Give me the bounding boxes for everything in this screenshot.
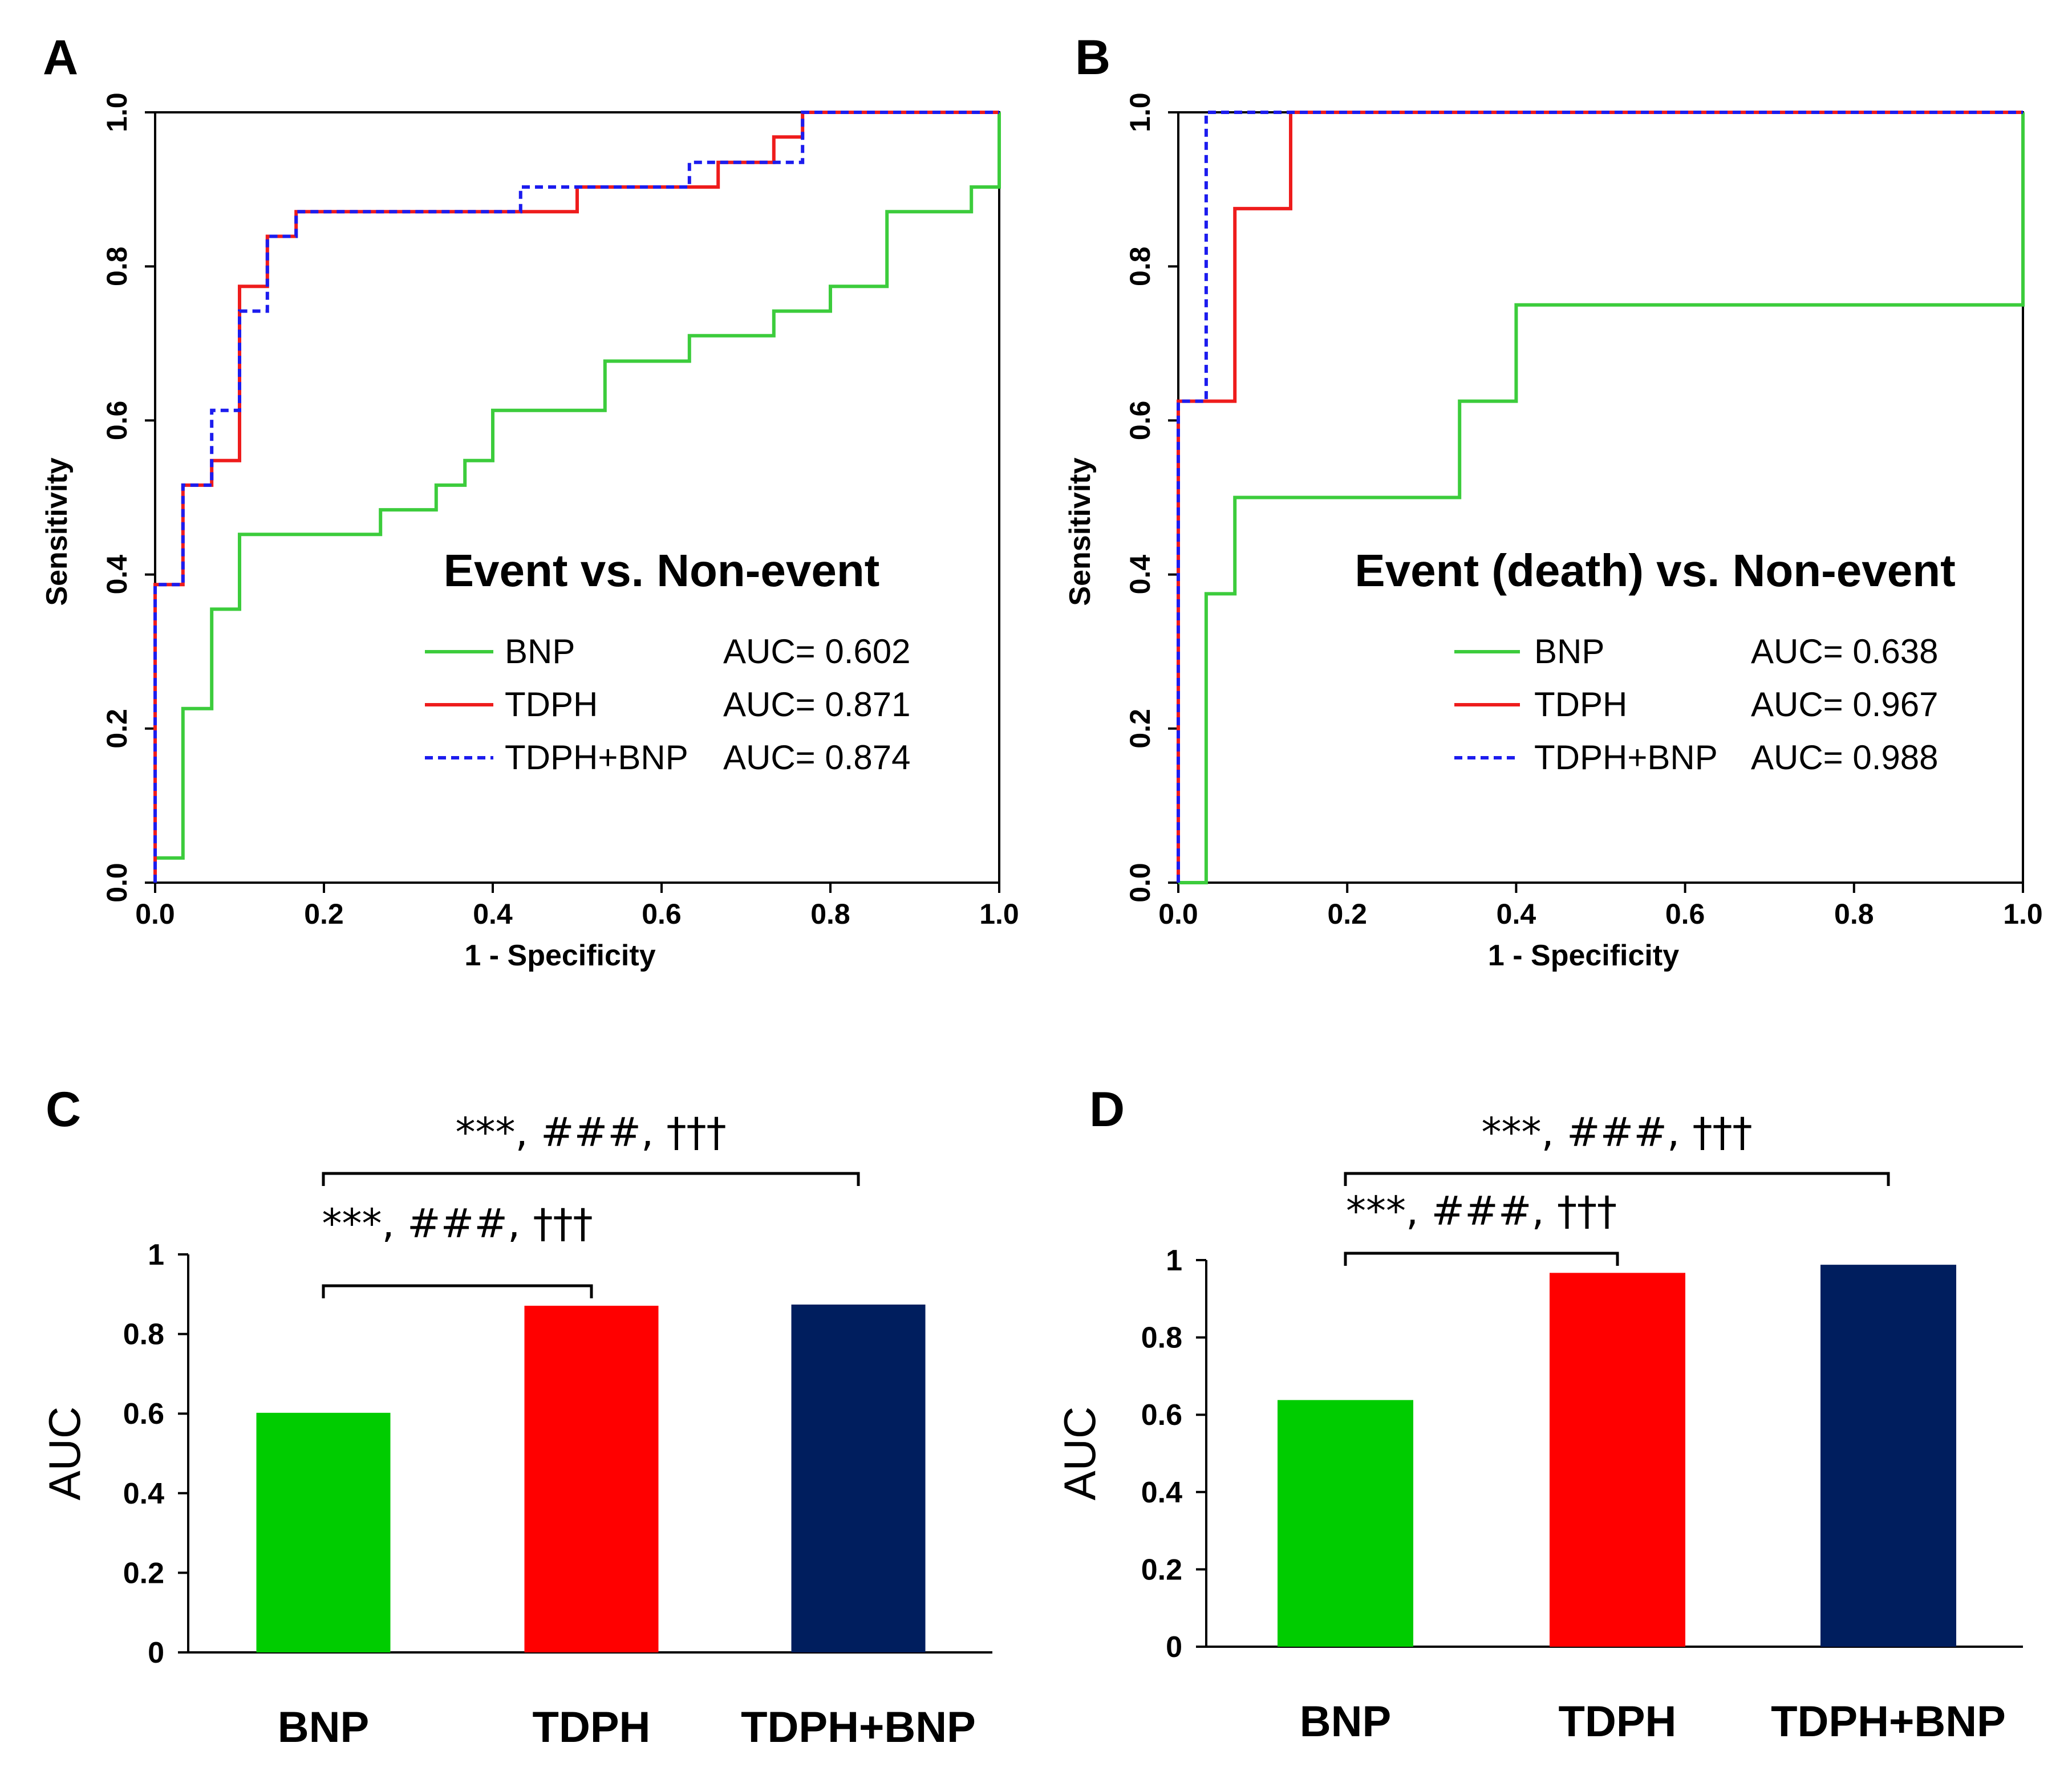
y-tick-label: 0.4 bbox=[101, 555, 133, 595]
y-tick-label: 0 bbox=[1166, 1631, 1182, 1664]
legend-auc: AUC= 0.988 bbox=[1751, 738, 1939, 777]
panel-label: A bbox=[43, 30, 78, 85]
roc-chart-a: A 0.0 0.2 0.4 0.6 0.8 1.0 0.0 0.2 0.4 0.6 0.8 1.0 1 -… bbox=[40, 30, 1019, 972]
category-label: TDPH+BNP bbox=[741, 1703, 976, 1752]
x-tick-label: 0.6 bbox=[1665, 898, 1705, 930]
bar-tdph bbox=[1550, 1273, 1685, 1647]
x-tick-label: 1.0 bbox=[2003, 898, 2043, 930]
y-axis-label: AUC bbox=[1055, 1407, 1105, 1501]
y-tick-label: 0.8 bbox=[1124, 246, 1156, 286]
bar-tdph bbox=[524, 1306, 659, 1652]
y-tick-label: 1 bbox=[148, 1238, 164, 1272]
category-label: BNP bbox=[278, 1703, 369, 1752]
legend-auc: AUC= 0.602 bbox=[723, 632, 911, 671]
y-tick-label: 1 bbox=[1166, 1244, 1182, 1277]
x-tick-label: 0.8 bbox=[810, 898, 850, 930]
legend-auc: AUC= 0.967 bbox=[1751, 685, 1939, 724]
legend-label: BNP bbox=[505, 632, 575, 671]
panel-label: B bbox=[1075, 30, 1110, 85]
x-tick-label: 0.0 bbox=[135, 898, 175, 930]
panel-label: C bbox=[46, 1082, 81, 1137]
x-tick-label: 0.0 bbox=[1158, 898, 1198, 930]
bar-bnp bbox=[256, 1412, 391, 1652]
panel-label: D bbox=[1089, 1082, 1125, 1137]
y-tick-label: 0.0 bbox=[1124, 863, 1156, 903]
significance-label: ***, ###, ††† bbox=[322, 1200, 593, 1247]
y-tick-label: 0.0 bbox=[101, 863, 133, 903]
plot-frame bbox=[154, 111, 1000, 884]
significance-bracket bbox=[1344, 1172, 1890, 1186]
category-label: TDPH bbox=[1559, 1697, 1677, 1746]
roc-curve-tdph-plus-bnp bbox=[153, 111, 999, 883]
y-tick-label: 0.4 bbox=[1124, 555, 1156, 595]
significance-bracket bbox=[322, 1284, 593, 1298]
legend-label: TDPH bbox=[505, 685, 598, 724]
y-tick-label: 1.0 bbox=[1124, 92, 1156, 132]
bar-tdph-plus-bnp bbox=[791, 1304, 926, 1652]
x-tick-label: 0.8 bbox=[1834, 898, 1874, 930]
y-tick-label: 0.8 bbox=[1141, 1322, 1182, 1355]
significance-label: ***, ###, ††† bbox=[1482, 1109, 1753, 1156]
category-label: TDPH+BNP bbox=[1771, 1697, 2006, 1746]
roc-curve-tdph-plus-bnp bbox=[1177, 111, 2023, 883]
y-tick-label: 0.8 bbox=[123, 1318, 164, 1351]
category-label: TDPH bbox=[533, 1703, 651, 1752]
significance-bracket bbox=[322, 1172, 860, 1186]
y-tick-label: 0 bbox=[148, 1636, 164, 1669]
roc-chart-b: B 0.0 0.2 0.4 0.6 0.8 1.0 0.0 0.2 0.4 0.6 0.8 1.0 1 -… bbox=[1064, 30, 2043, 972]
y-tick-label: 0.8 bbox=[101, 246, 133, 286]
roc-curve-bnp bbox=[153, 112, 1001, 883]
chart-title: Event vs. Non-event bbox=[444, 545, 880, 596]
y-axis-label: Sensitivity bbox=[40, 457, 74, 606]
y-tick-label: 0.2 bbox=[1141, 1553, 1182, 1586]
significance-label: ***, ###, ††† bbox=[1346, 1188, 1617, 1234]
y-tick-label: 0.4 bbox=[123, 1477, 164, 1510]
chart-title: Event (death) vs. Non-event bbox=[1355, 545, 1956, 596]
x-tick-label: 0.6 bbox=[642, 898, 682, 930]
bar-chart-d: D 0 0.2 0.4 0.6 0.8 1 AUC BNP TDPH TDPH+BNP ***, ##… bbox=[1055, 1082, 2023, 1746]
legend-auc: AUC= 0.874 bbox=[723, 738, 911, 777]
y-tick-label: 0.2 bbox=[123, 1557, 164, 1590]
roc-curve-bnp bbox=[1178, 112, 2025, 884]
x-tick-label: 0.4 bbox=[1497, 898, 1536, 930]
significance-bracket bbox=[1344, 1252, 1619, 1266]
x-axis-label: 1 - Specificity bbox=[464, 939, 655, 972]
bar-tdph-plus-bnp bbox=[1820, 1265, 1956, 1647]
y-tick-label: 1.0 bbox=[101, 92, 133, 132]
legend-label: BNP bbox=[1534, 632, 1604, 671]
y-tick-label: 0.6 bbox=[1141, 1399, 1182, 1432]
significance-label: ***, ###, ††† bbox=[456, 1109, 727, 1156]
legend-auc: AUC= 0.871 bbox=[723, 685, 911, 724]
legend-label: TDPH+BNP bbox=[505, 738, 688, 777]
legend-label: TDPH+BNP bbox=[1534, 738, 1718, 777]
category-label: BNP bbox=[1300, 1697, 1391, 1746]
y-axis-label: AUC bbox=[39, 1407, 90, 1501]
legend-label: TDPH bbox=[1534, 685, 1627, 724]
x-tick-label: 0.2 bbox=[304, 898, 344, 930]
x-axis-label: 1 - Specificity bbox=[1488, 939, 1679, 972]
y-tick-label: 0.2 bbox=[101, 709, 133, 749]
x-tick-label: 0.2 bbox=[1327, 898, 1367, 930]
x-tick-label: 0.4 bbox=[473, 898, 513, 930]
y-tick-label: 0.6 bbox=[101, 401, 133, 441]
bar-bnp bbox=[1278, 1400, 1413, 1647]
legend-auc: AUC= 0.638 bbox=[1751, 632, 1939, 671]
x-tick-label: 1.0 bbox=[979, 898, 1019, 930]
y-axis-label: Sensitivity bbox=[1064, 457, 1097, 606]
y-tick-label: 0.4 bbox=[1141, 1476, 1182, 1509]
y-tick-label: 0.2 bbox=[1124, 709, 1156, 749]
bar-chart-c: C 0 0.2 0.4 0.6 0.8 1 AUC BNP TDPH TDPH+BNP ***, ##… bbox=[39, 1082, 992, 1752]
y-tick-label: 0.6 bbox=[1124, 401, 1156, 441]
y-tick-label: 0.6 bbox=[123, 1398, 164, 1431]
